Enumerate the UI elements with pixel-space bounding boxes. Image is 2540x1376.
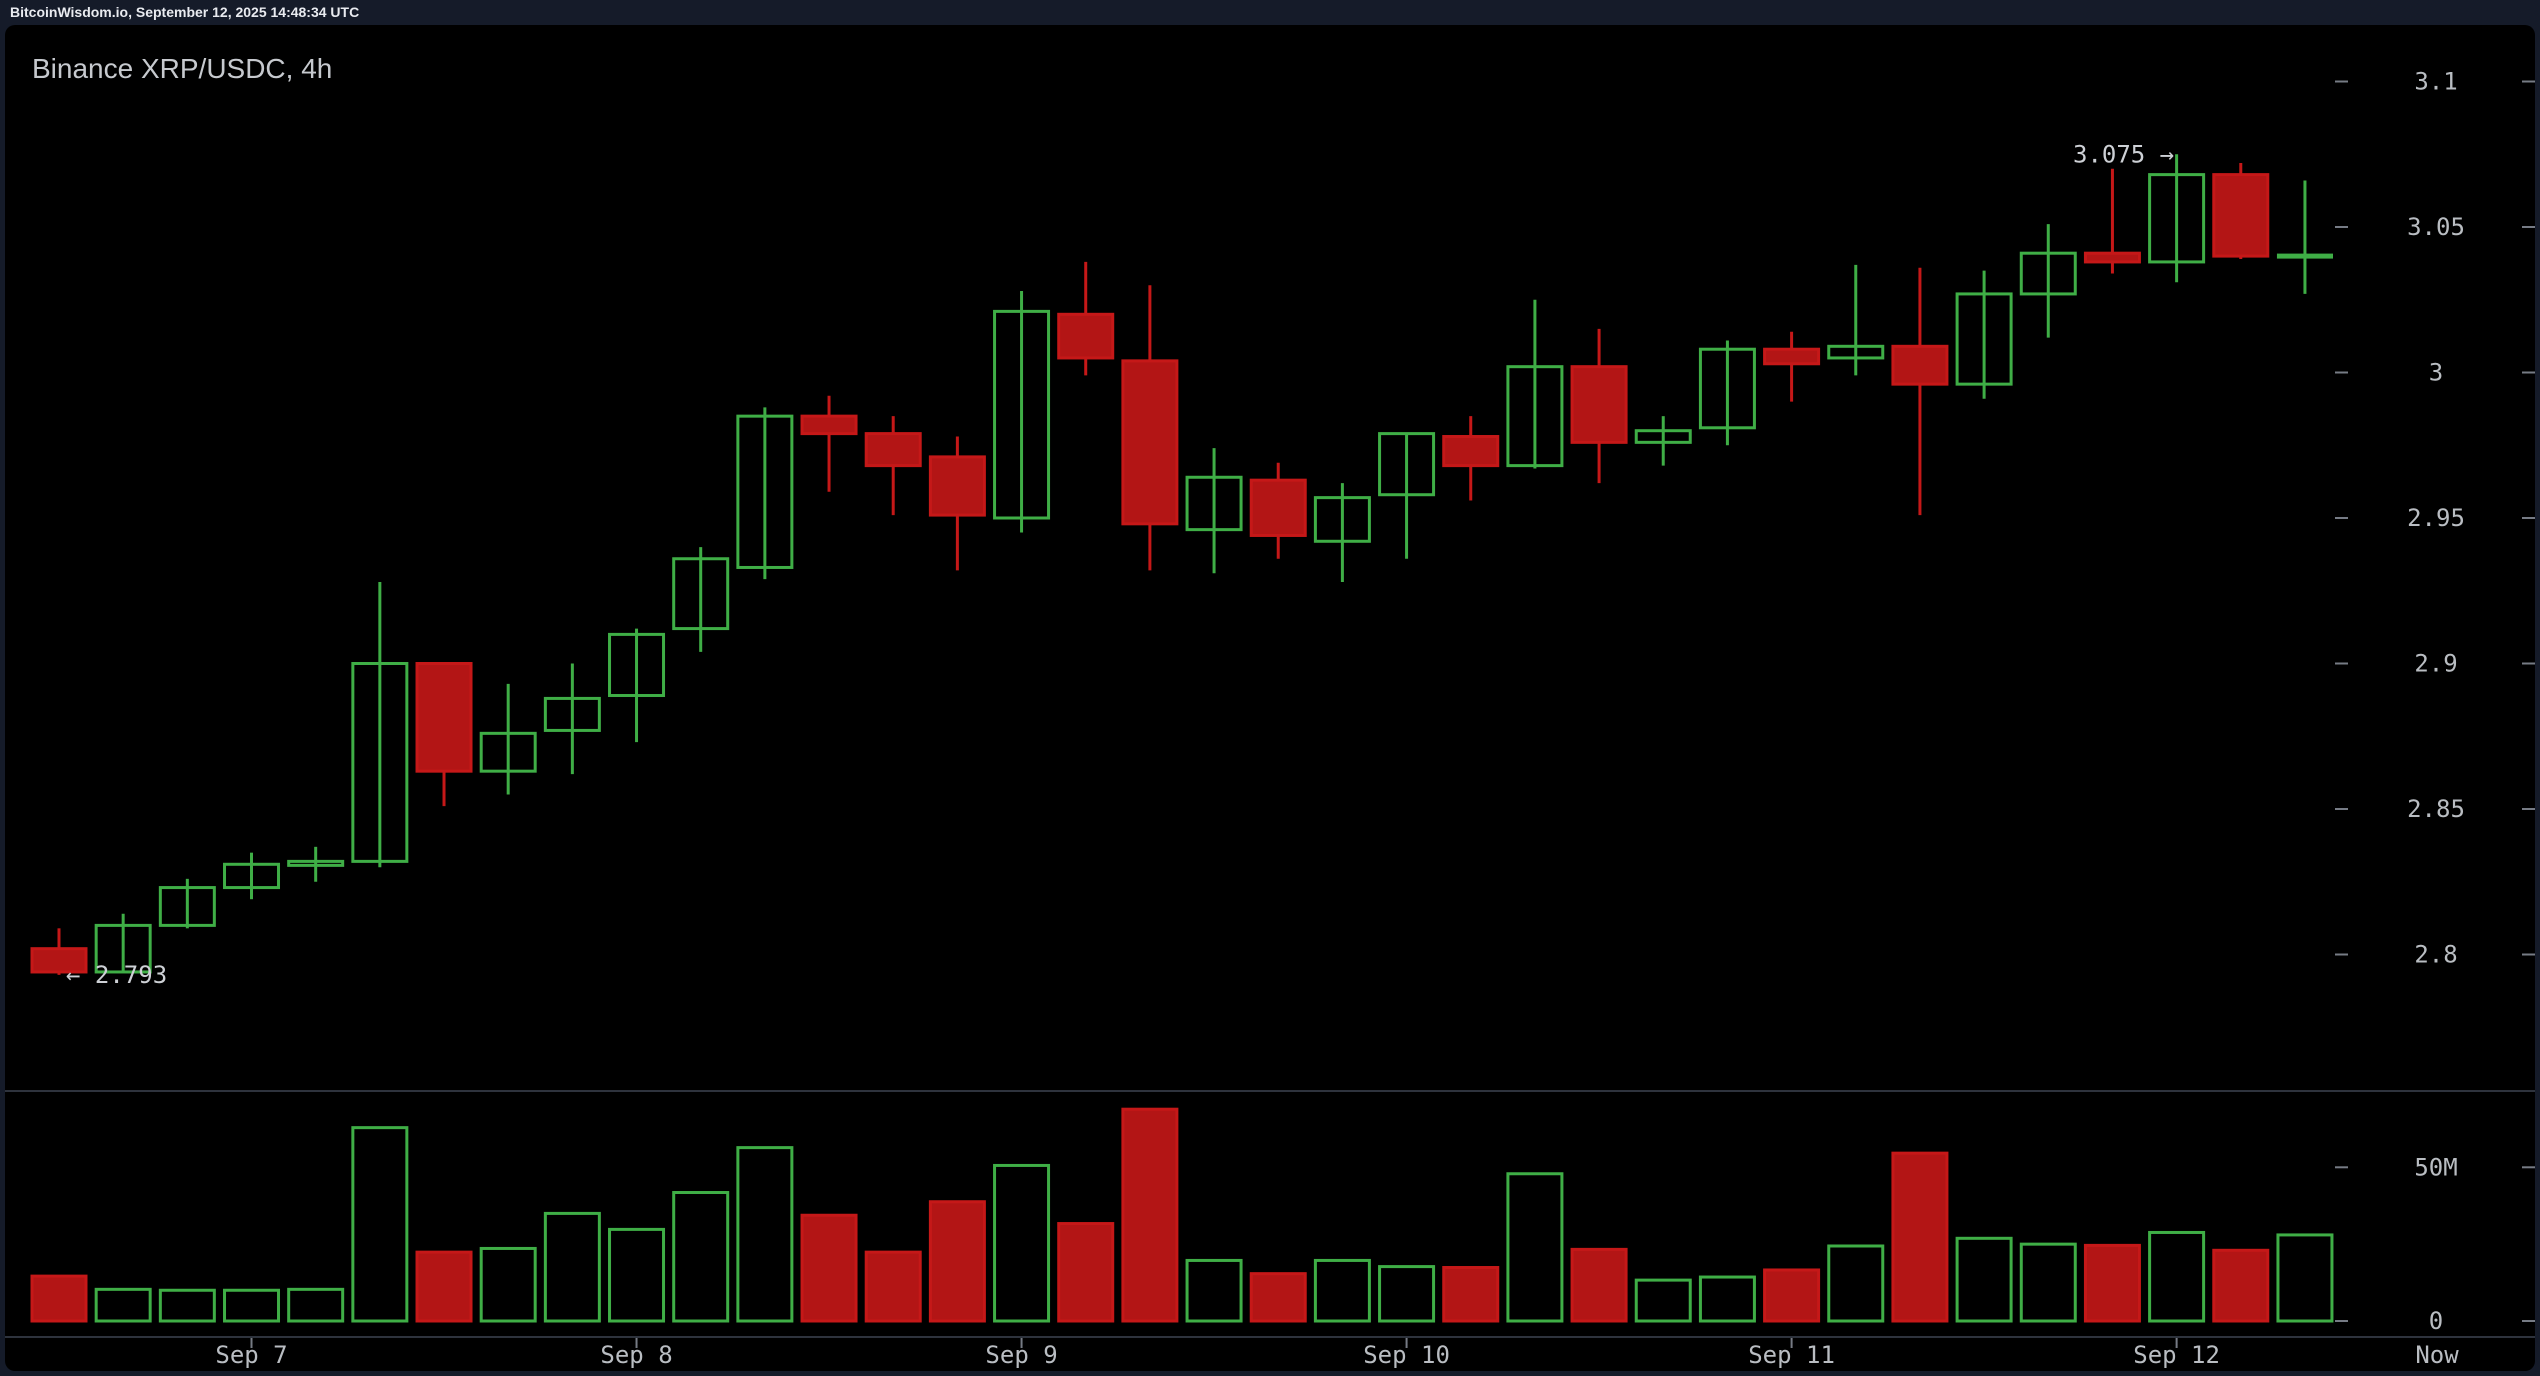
session-high-annotation: 3.075 → xyxy=(2073,140,2174,168)
candle-body xyxy=(608,632,666,698)
candle-body xyxy=(1121,359,1179,526)
candle-body xyxy=(2019,251,2077,296)
volume-bar xyxy=(30,1274,88,1323)
volume-bar xyxy=(1313,1258,1371,1323)
price-axis-label: 2.85 xyxy=(2407,795,2465,823)
price-axis-label: 3.1 xyxy=(2414,68,2457,96)
candle-body xyxy=(800,414,858,436)
now-label: Now xyxy=(2415,1341,2459,1369)
candle-body xyxy=(1057,312,1115,360)
price-axis-label: 2.8 xyxy=(2414,941,2457,969)
volume-bar xyxy=(1378,1265,1436,1323)
candle-body xyxy=(2083,251,2141,264)
price-axis-label: 3.05 xyxy=(2407,213,2465,241)
candlestick-series xyxy=(30,154,2333,975)
volume-bar xyxy=(993,1163,1051,1323)
candle-body xyxy=(1378,432,1436,497)
volume-bar xyxy=(928,1200,986,1323)
volume-bar xyxy=(1570,1247,1628,1323)
volume-bar xyxy=(94,1287,152,1323)
volume-bar xyxy=(351,1126,409,1323)
volume-bar xyxy=(2212,1248,2270,1323)
candle-body xyxy=(2212,173,2270,258)
price-axis-label: 2.9 xyxy=(2414,650,2457,678)
candle-body xyxy=(1955,292,2013,386)
candle-body xyxy=(158,886,216,927)
volume-bar xyxy=(1506,1172,1564,1323)
volume-bar xyxy=(1185,1258,1243,1323)
candle-body xyxy=(1698,347,1756,430)
volume-bar xyxy=(1763,1268,1821,1323)
candle-body xyxy=(1891,344,1949,386)
volume-bar xyxy=(1634,1278,1692,1323)
candle-body xyxy=(1442,435,1500,468)
volume-bar xyxy=(1057,1222,1115,1323)
axes: 3.1 3.05 3 2.95 2.9 2.85 2.8 50M 0 Sep 7 Sep 8 Sep … xyxy=(215,68,2535,1369)
volume-bar xyxy=(158,1288,216,1323)
volume-bar xyxy=(1698,1275,1756,1323)
volume-bar xyxy=(1121,1107,1179,1323)
volume-bar xyxy=(2019,1242,2077,1323)
volume-bar xyxy=(1955,1236,2013,1323)
price-axis-label: 2.95 xyxy=(2407,504,2465,532)
candle-body xyxy=(543,696,601,732)
volume-bar xyxy=(543,1211,601,1323)
volume-bar xyxy=(608,1227,666,1323)
volume-axis-label: 0 xyxy=(2429,1307,2443,1335)
candle-body xyxy=(1313,496,1371,543)
volume-bar xyxy=(1891,1151,1949,1323)
price-plot-area[interactable] xyxy=(10,30,2333,1089)
candle-body xyxy=(928,455,986,517)
candle-body xyxy=(223,862,281,890)
candle-body xyxy=(1827,344,1885,360)
volume-bar xyxy=(2276,1233,2334,1323)
timestamp-header: BitcoinWisdom.io, September 12, 2025 14:… xyxy=(10,4,359,20)
candle-body xyxy=(30,947,88,974)
candle-body xyxy=(1185,475,1243,532)
candle-body xyxy=(1763,347,1821,366)
price-axis-label: 3 xyxy=(2429,359,2443,387)
candle-body-forming xyxy=(2276,253,2333,259)
volume-bar xyxy=(479,1246,537,1323)
volume-axis-label: 50M xyxy=(2414,1153,2457,1181)
candle-body xyxy=(2148,173,2206,264)
candle-body xyxy=(287,859,345,867)
volume-bar xyxy=(864,1250,922,1323)
date-axis-label: Sep 12 xyxy=(2133,1341,2220,1369)
volume-bar xyxy=(736,1146,794,1323)
volume-bar xyxy=(1442,1266,1500,1323)
candle-body xyxy=(1570,365,1628,444)
candle-body xyxy=(479,731,537,773)
volume-bar xyxy=(2148,1230,2206,1323)
candle-body xyxy=(1506,365,1564,468)
volume-bar xyxy=(1827,1244,1885,1323)
volume-plot-area[interactable] xyxy=(10,1093,2333,1335)
candle-body xyxy=(94,923,152,974)
volume-bar xyxy=(223,1288,281,1323)
chart-title: Binance XRP/USDC, 4h xyxy=(32,53,332,84)
candle-body xyxy=(736,414,794,569)
date-axis-label: Sep 8 xyxy=(600,1341,672,1369)
volume-bar xyxy=(1249,1272,1307,1323)
date-axis-label: Sep 7 xyxy=(215,1341,287,1369)
candle-body xyxy=(1249,478,1307,537)
volume-bar xyxy=(287,1287,345,1323)
candle-body xyxy=(351,662,409,863)
candle-body xyxy=(1634,429,1692,444)
date-axis-label: Sep 11 xyxy=(1748,1341,1835,1369)
date-axis-label: Sep 10 xyxy=(1363,1341,1450,1369)
volume-series xyxy=(30,1107,2334,1323)
volume-bar xyxy=(800,1213,858,1323)
candle-body xyxy=(672,557,730,631)
volume-bar xyxy=(2083,1243,2141,1323)
volume-bar xyxy=(415,1250,473,1323)
volume-bar xyxy=(672,1191,730,1323)
candle-body xyxy=(993,309,1051,520)
date-axis-label: Sep 9 xyxy=(985,1341,1057,1369)
session-low-annotation: ← 2.793 xyxy=(66,961,167,989)
candle-body xyxy=(864,432,922,468)
candle-body xyxy=(415,662,473,773)
